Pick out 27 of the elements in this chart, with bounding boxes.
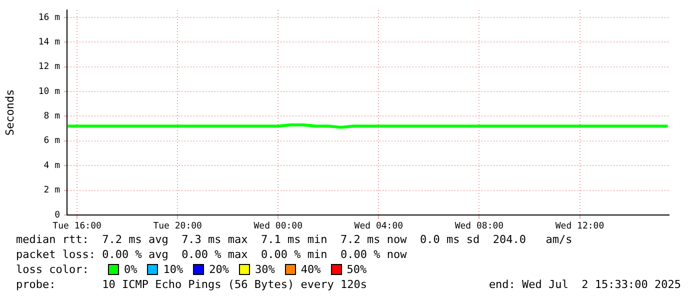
x-tick-label: Tue 16:00 [52,222,102,232]
text: 0% [124,262,138,277]
text: 40% [300,262,321,277]
x-tick-label: Tue 20:00 [153,222,202,232]
x-tick-label: Wed 12:00 [555,222,604,232]
text: 30% [255,262,275,277]
y-axis-title: Seconds [3,89,16,136]
y-tick-label: 0 [54,210,60,220]
y-tick-label: 10 m [38,86,60,97]
text: probe: 10 ICMP Echo Pings (56 Bytes) every 120s [16,277,367,292]
text: 10% [163,262,184,277]
text: 20% [209,262,229,277]
y-tick-label: 14 m [38,37,60,48]
y-tick-label: 2 m [44,186,60,196]
y-tick-label: 12 m [38,62,60,72]
y-tick-label: 8 m [44,112,60,122]
y-tick-label: 4 m [44,160,60,171]
text: loss color: [16,262,90,277]
text: end: Wed Jul 2 15:33:00 2025 [488,277,681,292]
y-tick-label: 16 m [38,12,60,23]
text: packet loss: 0.00 % avg 0.00 % max 0.00 % min 0.00 % now [16,247,408,262]
x-tick-label: Wed 08:00 [454,222,504,232]
text: 50% [346,262,367,277]
x-tick-label: Wed 00:00 [254,222,303,232]
text: median rtt: 7.2 ms avg 7.3 ms max 7.1 ms min 7.2 ms now 0.0 ms sd 204.0 am/s [16,232,574,247]
y-tick-label: 6 m [44,136,60,146]
x-tick-label: Wed 04:00 [354,222,404,232]
